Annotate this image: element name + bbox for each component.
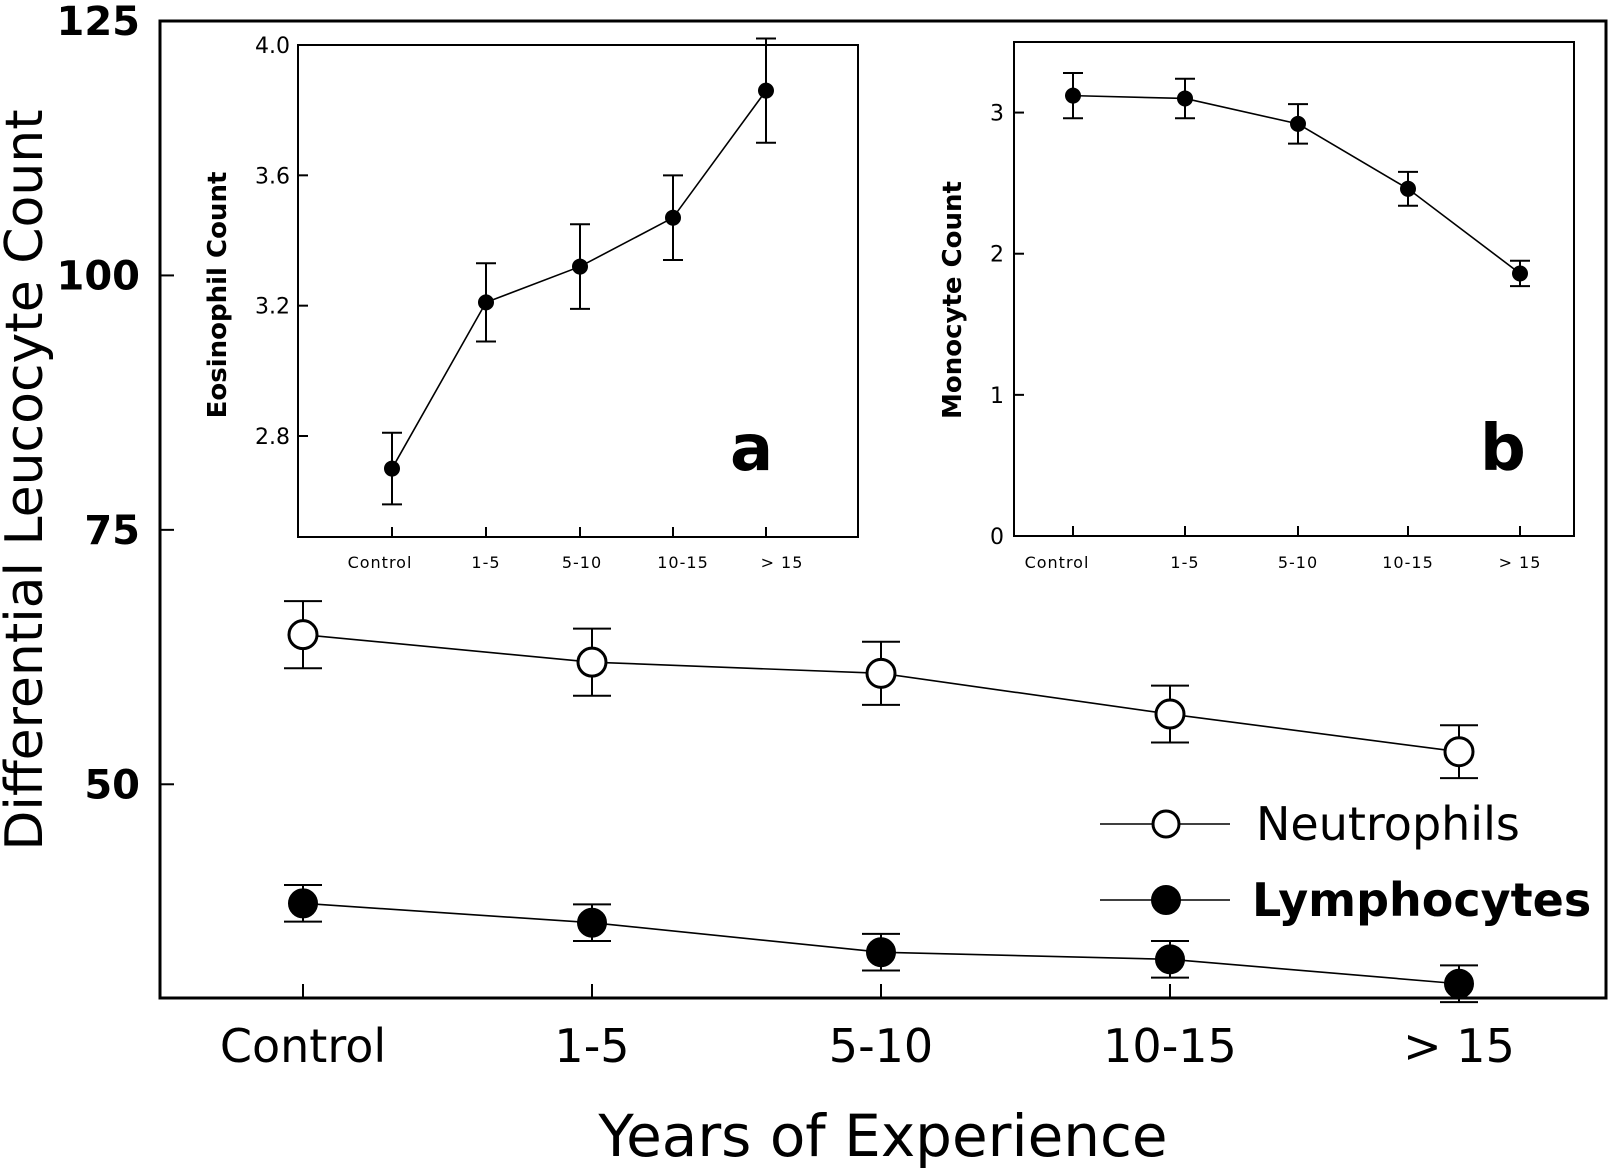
legend-lymphocytes-marker (1151, 885, 1181, 915)
inset-b-x-tick-label: 10-15 (1382, 553, 1434, 572)
inset-b-series-point (1065, 87, 1081, 104)
main-neutrophils-point (576, 646, 608, 678)
inset-b-series-point (1177, 90, 1193, 107)
inset-a-x-tick-label: Control (348, 553, 413, 572)
inset-b-y-ticks: 0 1 2 3 (990, 102, 1024, 550)
legend-lymphocytes-label: Lymphocytes (1252, 873, 1591, 927)
main-y-axis-label: Differential Leucocyte Count (0, 109, 55, 850)
inset-a-x-tick-label: > 15 (761, 553, 804, 572)
inset-b-x-tick-label: Control (1025, 553, 1090, 572)
inset-a-series-point (384, 460, 400, 477)
inset-b-x-tick-label: > 15 (1499, 553, 1542, 572)
inset-a-series-point (572, 258, 588, 275)
main-lymphocytes-point (577, 907, 607, 938)
main-neutrophils-point (865, 657, 897, 689)
inset-a-eosinophil: Eosinophil Count 2.8 3.2 3.6 4.0 Control 1-5… (203, 34, 859, 572)
main-x-ticks: Control 1-5 5-10 10-15 > 15 (220, 984, 1515, 1073)
inset-a-x-ticks: Control 1-5 5-10 10-15 > 15 (348, 527, 804, 572)
main-lymphocytes-point (288, 888, 318, 919)
main-y-tick-label: 50 (84, 762, 140, 808)
main-neutrophils-point (1154, 698, 1186, 730)
inset-b-x-tick-label: 1-5 (1170, 553, 1199, 572)
inset-a-x-tick-label: 10-15 (657, 553, 709, 572)
legend-neutrophils-marker (1151, 809, 1181, 839)
inset-b-series-point (1290, 115, 1306, 132)
main-series-layer (284, 600, 1478, 1004)
inset-b-x-ticks: Control 1-5 5-10 10-15 > 15 (1025, 526, 1542, 572)
inset-a-y-tick-label: 2.8 (255, 425, 290, 450)
inset-b-y-axis-label: Monocyte Count (938, 181, 968, 419)
main-x-axis-label: Years of Experience (597, 1102, 1167, 1168)
main-neutrophils-point (287, 619, 319, 651)
main-lymphocytes-point (1155, 944, 1185, 975)
inset-b-series-point (1400, 180, 1416, 197)
main-lymphocytes-point (866, 937, 896, 968)
inset-a-y-axis-label: Eosinophil Count (203, 172, 233, 419)
main-plot-frame (158, 19, 1608, 1000)
inset-b-x-tick-label: 5-10 (1278, 553, 1318, 572)
main-y-tick-label: 100 (57, 253, 141, 299)
inset-a-frame (297, 44, 859, 538)
inset-b-y-tick-label: 2 (990, 243, 1004, 268)
inset-a-series-point (758, 82, 774, 99)
main-x-tick-label: > 15 (1403, 1019, 1515, 1073)
main-y-ticks: 50 75 100 125 (57, 0, 174, 808)
inset-a-x-tick-label: 1-5 (471, 553, 500, 572)
inset-b-y-tick-label: 3 (990, 102, 1004, 127)
inset-a-panel-letter: a (730, 412, 773, 486)
inset-b-series-point (1512, 265, 1528, 282)
main-lymphocytes-point (1444, 968, 1474, 999)
legend: Neutrophils Lymphocytes (1100, 797, 1591, 927)
inset-a-y-ticks: 2.8 3.2 3.6 4.0 (255, 34, 308, 450)
main-neutrophils-point (1443, 736, 1475, 768)
inset-b-y-tick-label: 0 (990, 525, 1004, 550)
inset-a-y-tick-label: 3.2 (255, 295, 290, 320)
main-y-tick-label: 125 (57, 0, 141, 45)
inset-a-y-tick-label: 3.6 (255, 164, 290, 189)
legend-neutrophils-label: Neutrophils (1256, 797, 1520, 851)
main-x-tick-label: Control (220, 1019, 386, 1073)
inset-b-y-tick-label: 1 (990, 384, 1004, 409)
main-x-tick-label: 5-10 (829, 1019, 933, 1073)
inset-a-y-tick-label: 4.0 (255, 34, 290, 59)
main-x-tick-label: 10-15 (1103, 1019, 1237, 1073)
inset-b-series-layer (1063, 72, 1530, 288)
inset-b-panel-letter: b (1480, 412, 1526, 486)
inset-a-series-point (478, 294, 494, 311)
inset-a-series-point (665, 209, 681, 226)
inset-a-series-layer (382, 37, 776, 506)
inset-b-monocyte: Monocyte Count 0 1 2 3 Control 1-5 5-10 10-15 >… (938, 41, 1575, 572)
main-y-tick-label: 75 (84, 508, 140, 554)
main-x-tick-label: 1-5 (554, 1019, 629, 1073)
inset-a-x-tick-label: 5-10 (562, 553, 602, 572)
